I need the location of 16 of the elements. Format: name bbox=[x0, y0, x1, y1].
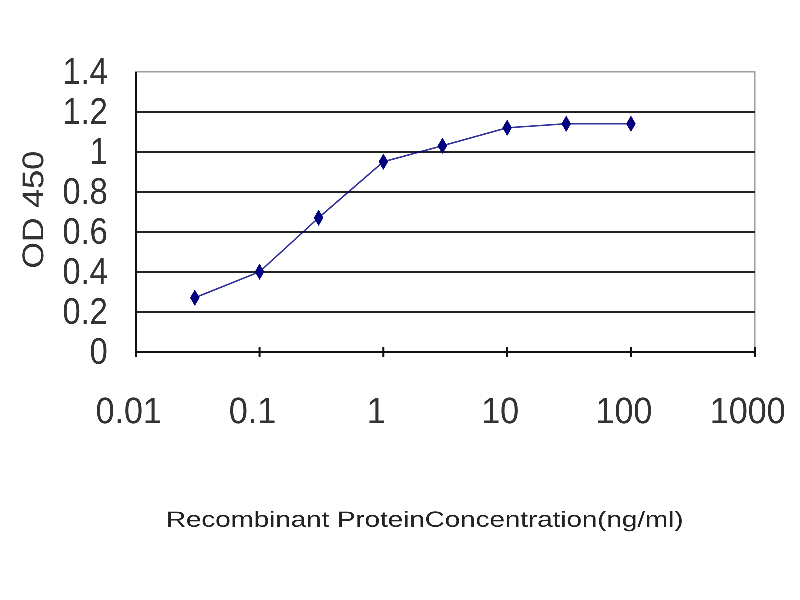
y-tick-label: 0.2 bbox=[62, 291, 108, 333]
x-tick-label: 10 bbox=[481, 390, 520, 432]
x-tick-label: 100 bbox=[596, 390, 653, 432]
x-tick-label: 0.1 bbox=[229, 390, 276, 432]
y-tick-label: 1 bbox=[90, 131, 108, 173]
x-tick-label: 1 bbox=[367, 390, 386, 432]
x-axis-title: Recombinant ProteinConcentration(ng/ml) bbox=[166, 508, 684, 532]
y-tick-label: 1.4 bbox=[62, 51, 108, 93]
y-tick-label: 0 bbox=[90, 331, 108, 373]
y-tick-label: 0.6 bbox=[62, 211, 108, 253]
y-axis-title: OD 450 bbox=[16, 151, 50, 269]
y-tick-label: 0.8 bbox=[62, 171, 108, 213]
y-tick-label: 0.4 bbox=[62, 251, 108, 293]
y-tick-label: 1.2 bbox=[62, 91, 108, 133]
x-tick-label: 1000 bbox=[710, 390, 786, 432]
x-tick-label: 0.01 bbox=[96, 390, 162, 432]
